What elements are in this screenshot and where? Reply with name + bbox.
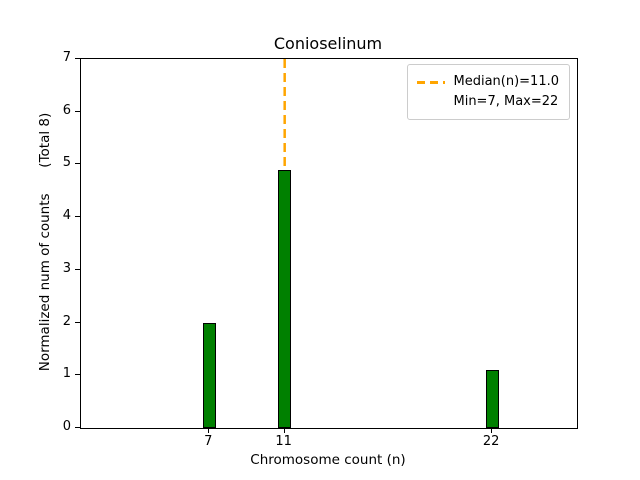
legend: Median(n)=11.0 Min=7, Max=22 (407, 64, 570, 120)
y-tick-mark (75, 58, 80, 59)
y-tick-mark (75, 110, 80, 112)
legend-label-median: Median(n)=11.0 (453, 74, 559, 89)
x-tick-mark (208, 428, 210, 433)
y-tick-label: 3 (62, 260, 71, 276)
y-tick-label: 4 (62, 208, 71, 224)
x-tick-label: 7 (204, 434, 213, 449)
y-tick-mark (75, 374, 80, 376)
y-tick-mark (75, 163, 80, 165)
x-tick-label: 22 (482, 434, 500, 449)
y-tick-label: 2 (62, 313, 71, 329)
x-tick-label: 11 (275, 434, 292, 449)
bar (485, 370, 499, 428)
y-tick-mark (75, 427, 80, 428)
x-tick-mark (491, 428, 493, 433)
x-axis-label: Chromosome count (n) (250, 452, 406, 468)
chart-title: Conioselinum (273, 34, 383, 53)
x-tick-mark (283, 428, 285, 433)
bar (202, 322, 216, 428)
y-tick-mark (75, 268, 80, 270)
y-tick-mark (75, 216, 80, 218)
median-dash-sample-icon (417, 80, 446, 84)
y-tick-label: 5 (62, 155, 71, 171)
bar (278, 169, 292, 428)
legend-label-minmax: Min=7, Max=22 (453, 94, 559, 109)
y-tick-label: 1 (62, 366, 71, 382)
y-tick-label: 7 (62, 50, 71, 65)
y-tick-mark (75, 321, 80, 323)
legend-row-median: Median(n)=11.0 (417, 72, 559, 92)
y-axis-label: Normalized num of counts (Total 8) (37, 112, 53, 372)
y-tick-label: 0 (62, 419, 71, 434)
y-tick-label: 6 (62, 102, 71, 118)
legend-spacer (417, 101, 445, 104)
legend-row-minmax: Min=7, Max=22 (417, 92, 559, 112)
